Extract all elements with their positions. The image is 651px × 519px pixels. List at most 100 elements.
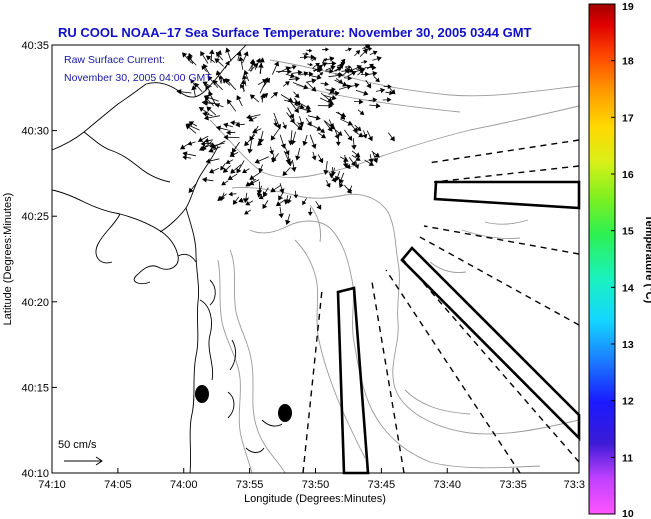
current-vector-head [359,69,364,75]
current-vector-head [246,114,252,120]
current-vector-head [293,194,299,199]
current-vector-head [275,201,282,207]
current-vector-head [272,91,278,97]
current-vector-head [185,124,191,130]
bathymetry-contours [209,59,580,474]
current-vector-head [315,115,321,121]
current-vector-head [208,168,215,174]
x-axis-ticks: 74:10 74:05 74:00 73:55 73:50 73:45 73:40 73:35… [38,468,585,491]
current-vector-head [308,48,313,53]
current-vector-head [258,62,264,68]
current-vector-head [263,93,269,98]
current-vector-head [376,56,382,62]
current-vector-head [289,73,296,79]
current-vector-head [358,132,364,138]
temperature-colorbar [588,3,616,515]
current-vector-head [293,107,299,114]
current-vector-head [306,121,312,127]
map-plot-area: Raw Surface Current: November 30, 2005 0… [51,44,581,475]
current-vector-head [222,167,229,173]
current-vector-head [228,191,233,197]
current-vector-head [259,57,265,63]
station-marker-east [278,404,292,422]
colorbar-tick-label: 11 [622,452,633,464]
current-vector-head [252,128,258,134]
current-vector-head [342,163,349,169]
current-vector-head [205,158,211,164]
current-vector-head [249,174,255,180]
current-vector-head [283,199,290,205]
current-vector-head [311,86,317,92]
current-vector-head [338,178,344,184]
current-vector-head [351,145,357,150]
current-vector-head [291,65,297,70]
y-tick-label: 40:30 [21,126,49,138]
current-vector-head [241,74,248,80]
current-vector-head [310,54,316,60]
current-vector-head [191,85,197,91]
current-vector-head [368,46,373,52]
x-tick-label: 73:45 [368,479,396,491]
current-vector-head [202,111,208,117]
current-vector-head [248,116,254,122]
current-vector-head [307,211,313,216]
current-annotation-line2: November 30, 2005 04:00 GMT [64,72,212,84]
current-vector-head [198,107,205,112]
current-vector-head [347,135,353,141]
current-vector-head [262,79,268,85]
current-vector-head [235,121,240,128]
current-vector-head [324,81,329,87]
current-vector-head [306,107,312,114]
current-vector-head [244,210,249,215]
colorbar-tick-label: 14 [622,282,634,294]
current-vector-head [316,204,322,210]
current-vector-head [220,165,225,171]
current-vector-head [303,84,309,90]
current-vector-head [335,175,341,182]
current-vector-head [372,50,378,56]
current-vector-head [236,168,242,174]
current-vector-head [269,150,274,155]
current-vector-head [323,169,329,175]
current-vector-head [202,177,207,183]
current-vector-head [372,97,378,103]
current-vector-head [278,213,284,219]
current-vector-head [329,173,335,179]
y-tick-label: 40:35 [21,40,49,52]
current-vector-head [270,135,276,141]
current-vector-head [335,141,341,147]
current-vector-head [187,140,193,146]
current-vector-head [280,143,286,149]
coastline [51,44,283,474]
current-vector-head [271,156,277,163]
current-vector-head [380,87,386,94]
current-vector-head [222,78,228,84]
current-vector-head [374,152,380,158]
colorbar-tick-label: 10 [622,508,634,519]
colorbar-tick-label: 15 [622,226,634,238]
current-vector-head [329,56,335,62]
current-vector-head [344,68,350,74]
current-annotation-line1: Raw Surface Current: [64,54,165,66]
current-vector-head [243,51,249,57]
current-vector-head [238,56,244,62]
current-vector-head [249,58,256,64]
current-vector-head [244,140,250,147]
current-vector-head [372,157,379,164]
current-vector-head [331,177,337,183]
current-vector-head [282,124,287,130]
current-vector-head [217,195,223,201]
current-vector-head [194,82,200,88]
current-vector-head [215,70,222,76]
current-vector-head [340,58,346,64]
current-vector-head [212,79,218,86]
current-vector-head [205,55,212,61]
current-vector-head [302,200,307,206]
current-vector-head [321,62,328,68]
current-vector-head [303,71,309,77]
current-vector-head [317,64,323,70]
current-vector-head [299,104,305,110]
x-tick-label: 73:3 [564,479,585,491]
colorbar-tick-label: 18 [622,56,634,68]
current-vector-head [328,100,335,106]
